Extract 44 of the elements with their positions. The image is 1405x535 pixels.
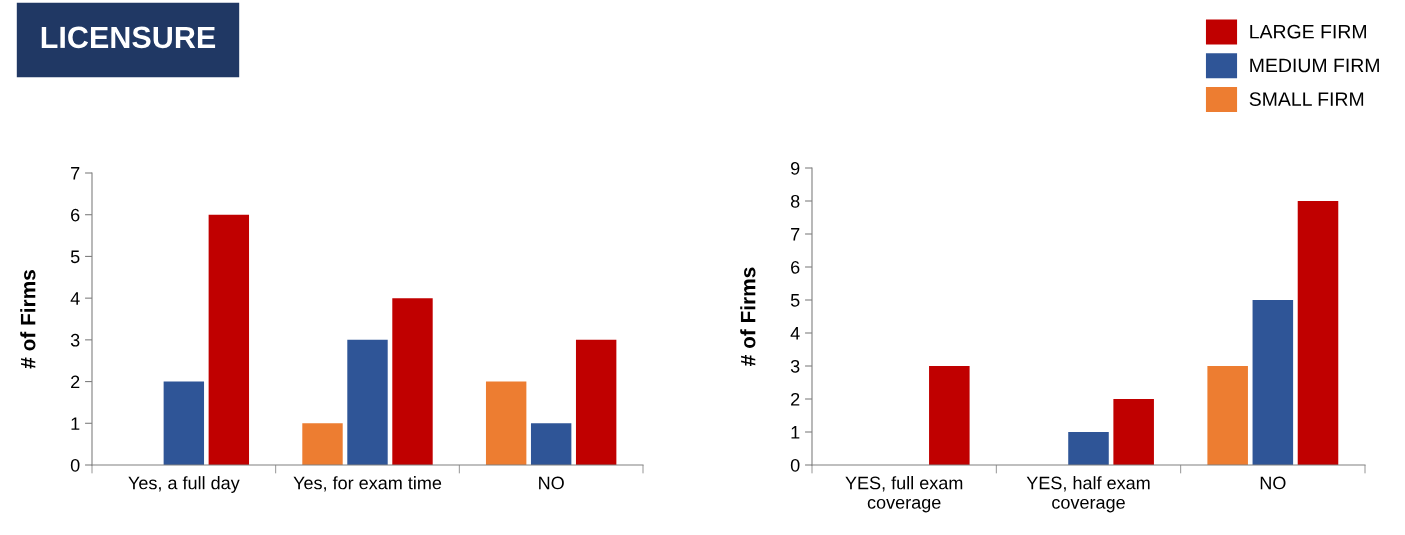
y-tick-label: 7 [71, 167, 80, 180]
y-tick-label: 7 [791, 228, 800, 241]
y-tick-label: 5 [790, 294, 800, 307]
y-tick-label: 2 [791, 392, 800, 406]
bar [530, 423, 572, 465]
x-tick-label: NO [1260, 476, 1286, 490]
bar [1113, 399, 1154, 465]
y-tick-label: 2 [71, 375, 80, 389]
y-tick-label: 3 [790, 359, 800, 373]
bar [1252, 300, 1294, 465]
y-tick-label: 8 [790, 194, 800, 208]
chart-title: LICENSURE [41, 26, 216, 49]
y-tick-label: 3 [70, 333, 80, 347]
x-tick-label: YES, full exam coverage [845, 476, 963, 513]
y-tick-label: 4 [790, 327, 800, 340]
y-tick-label: 0 [70, 458, 80, 472]
bar [929, 366, 970, 465]
y-axis-title: # of Firms [20, 270, 36, 369]
y-tick-label: 5 [70, 250, 80, 264]
bar [1297, 201, 1339, 465]
bar [163, 381, 205, 465]
bar [485, 381, 527, 465]
bar [208, 214, 250, 465]
y-tick-label: 1 [791, 426, 800, 439]
x-tick-label: NO [539, 476, 564, 490]
y-tick-label: 6 [791, 260, 800, 274]
legend-label: MEDIUM FIRM [1250, 58, 1379, 73]
y-tick-label: 4 [70, 292, 80, 305]
legend-label: SMALL FIRM [1249, 92, 1364, 107]
bar [1068, 432, 1109, 465]
y-tick-label: 6 [71, 208, 80, 222]
y-tick-label: 9 [791, 161, 800, 175]
y-tick-label: 0 [790, 458, 800, 472]
x-tick-label: Yes, a full day [128, 476, 240, 493]
bar [302, 423, 343, 465]
y-tick-label: 1 [71, 417, 80, 430]
legend-label: LARGE FIRM [1250, 24, 1366, 39]
y-axis-title: # of Firms [740, 267, 756, 366]
x-tick-label: Yes, for exam time [293, 476, 442, 492]
bar [347, 339, 388, 465]
x-tick-label: YES, half exam coverage [1026, 476, 1150, 513]
bar [575, 339, 617, 465]
bar [1207, 366, 1248, 465]
bar [392, 298, 433, 465]
